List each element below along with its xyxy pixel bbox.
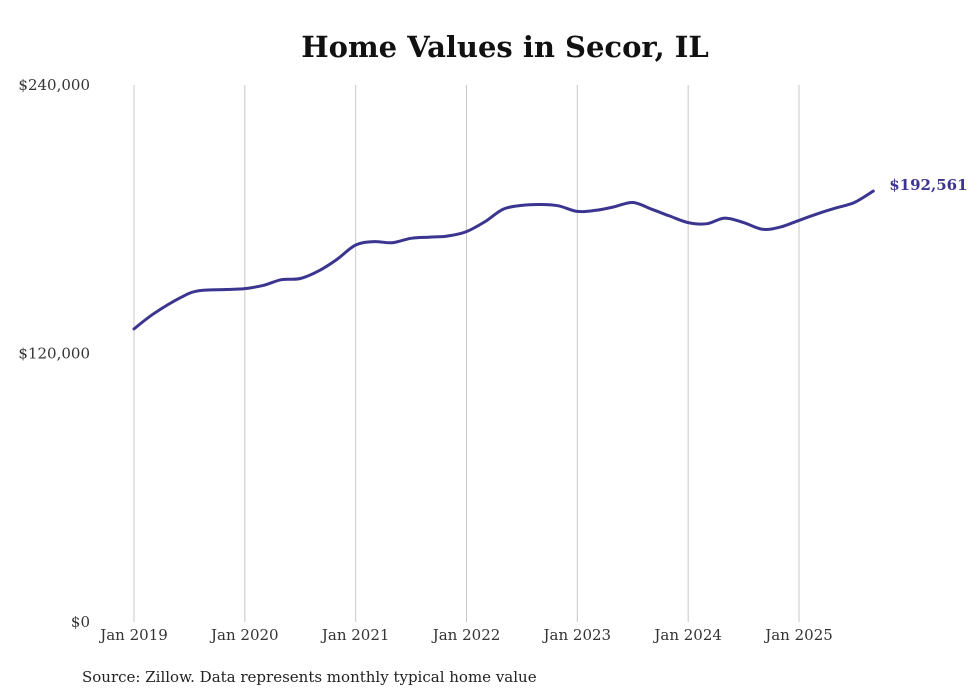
source-note: Source: Zillow. Data represents monthly …: [82, 668, 537, 686]
chart-title: Home Values in Secor, IL: [301, 30, 709, 64]
x-tick-label-0: Jan 2019: [98, 626, 168, 644]
gridlines: [133, 85, 800, 622]
x-tick-label-3: Jan 2022: [431, 626, 501, 644]
y-tick-label-2: $0: [71, 613, 90, 631]
x-axis-labels: Jan 2019 Jan 2020 Jan 2021 Jan 2022 Jan 2023…: [98, 626, 833, 644]
y-axis-labels: $240,000 $120,000 $0: [18, 76, 90, 631]
x-tick-label-6: Jan 2025: [763, 626, 833, 644]
x-tick-label-2: Jan 2021: [320, 626, 390, 644]
x-tick-label-4: Jan 2023: [542, 626, 612, 644]
x-tick-label-1: Jan 2020: [209, 626, 279, 644]
series-group: $192,561: [132, 176, 968, 331]
y-tick-label-1: $120,000: [18, 345, 90, 363]
end-value-label: $192,561: [889, 176, 967, 194]
y-tick-label-0: $240,000: [18, 76, 90, 94]
x-tick-label-5: Jan 2024: [652, 626, 722, 644]
series-line-0: [132, 189, 875, 331]
